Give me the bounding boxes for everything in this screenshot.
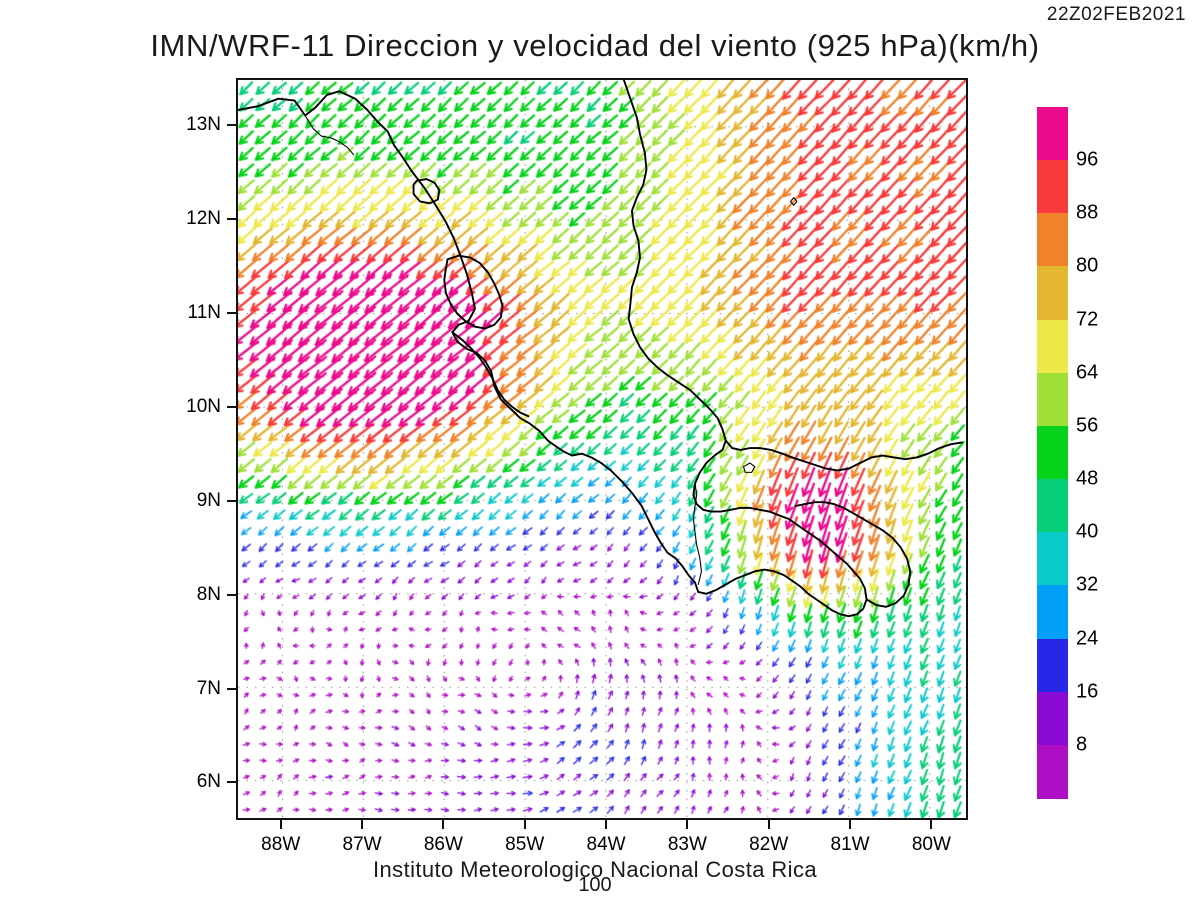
x-tick-mark xyxy=(686,820,689,829)
x-axis-label: 83W xyxy=(667,834,707,855)
y-axis-label: 12N xyxy=(186,207,221,229)
colorbar-tick-label: 8 xyxy=(1076,733,1088,756)
x-axis-label: 87W xyxy=(342,834,382,855)
y-tick-mark xyxy=(227,593,236,596)
footer-reference-value: 100 xyxy=(578,874,612,896)
colorbar-band xyxy=(1037,213,1068,268)
colorbar-band xyxy=(1037,319,1068,374)
y-axis-label: 6N xyxy=(196,771,221,793)
y-axis-label: 13N xyxy=(186,113,221,135)
colorbar-band xyxy=(1037,638,1068,693)
x-tick-mark xyxy=(279,820,282,829)
y-tick-mark xyxy=(227,781,236,784)
x-tick-mark xyxy=(849,820,852,829)
colorbar[interactable] xyxy=(1037,107,1068,799)
colorbar-tick-label: 64 xyxy=(1076,361,1099,384)
date-stamp: 22Z02FEB2021 xyxy=(1046,4,1186,25)
colorbar-band xyxy=(1037,425,1068,480)
y-tick-mark xyxy=(227,311,236,314)
colorbar-band xyxy=(1037,691,1068,746)
colorbar-band xyxy=(1037,744,1068,799)
page-title: IMN/WRF-11 Direccion y velocidad del vie… xyxy=(150,28,1040,63)
x-tick-mark xyxy=(930,820,933,829)
x-axis-label: 84W xyxy=(586,834,626,855)
x-tick-mark xyxy=(605,820,608,829)
y-axis-label: 11N xyxy=(187,301,221,323)
map-plot-area[interactable] xyxy=(236,78,968,820)
y-tick-mark xyxy=(227,405,236,408)
y-tick-mark xyxy=(227,499,236,502)
x-tick-mark xyxy=(361,820,364,829)
colorbar-tick-label: 16 xyxy=(1076,680,1099,703)
x-tick-mark xyxy=(523,820,526,829)
y-tick-mark xyxy=(227,217,236,220)
colorbar-tick-label: 40 xyxy=(1076,520,1099,543)
colorbar-tick-label: 24 xyxy=(1076,627,1099,650)
colorbar-band xyxy=(1037,532,1068,586)
y-tick-mark xyxy=(227,687,236,690)
colorbar-band xyxy=(1037,372,1068,427)
colorbar-band xyxy=(1037,160,1068,214)
x-tick-mark xyxy=(767,820,770,829)
y-axis-label: 7N xyxy=(196,677,221,699)
colorbar-tick-label: 32 xyxy=(1076,573,1099,596)
colorbar-tick-label: 80 xyxy=(1076,254,1099,277)
colorbar-band xyxy=(1037,479,1068,533)
x-axis-label: 85W xyxy=(505,834,545,855)
x-axis-label: 81W xyxy=(830,834,870,855)
x-axis-label: 82W xyxy=(749,834,789,855)
colorbar-tick-label: 56 xyxy=(1076,414,1099,437)
colorbar-band xyxy=(1037,107,1068,161)
colorbar-tick-label: 72 xyxy=(1076,308,1099,331)
coastline-overlay xyxy=(238,80,963,618)
colorbar-tick-label: 48 xyxy=(1076,467,1099,490)
x-axis-label: 86W xyxy=(423,834,463,855)
colorbar-tick-label: 96 xyxy=(1076,148,1099,171)
y-axis-label: 10N xyxy=(186,395,221,417)
y-axis-label: 8N xyxy=(196,583,221,605)
footer-institution: Instituto Meteorologico Nacional Costa R… xyxy=(373,857,817,882)
y-tick-mark xyxy=(227,123,236,126)
colorbar-band xyxy=(1037,585,1068,640)
y-axis-label: 9N xyxy=(196,489,221,511)
x-tick-mark xyxy=(442,820,445,829)
x-axis-label: 80W xyxy=(911,834,951,855)
x-axis-label: 88W xyxy=(261,834,301,855)
wind-vector-field xyxy=(238,80,966,818)
colorbar-tick-label: 88 xyxy=(1076,201,1099,224)
colorbar-band xyxy=(1037,266,1068,321)
